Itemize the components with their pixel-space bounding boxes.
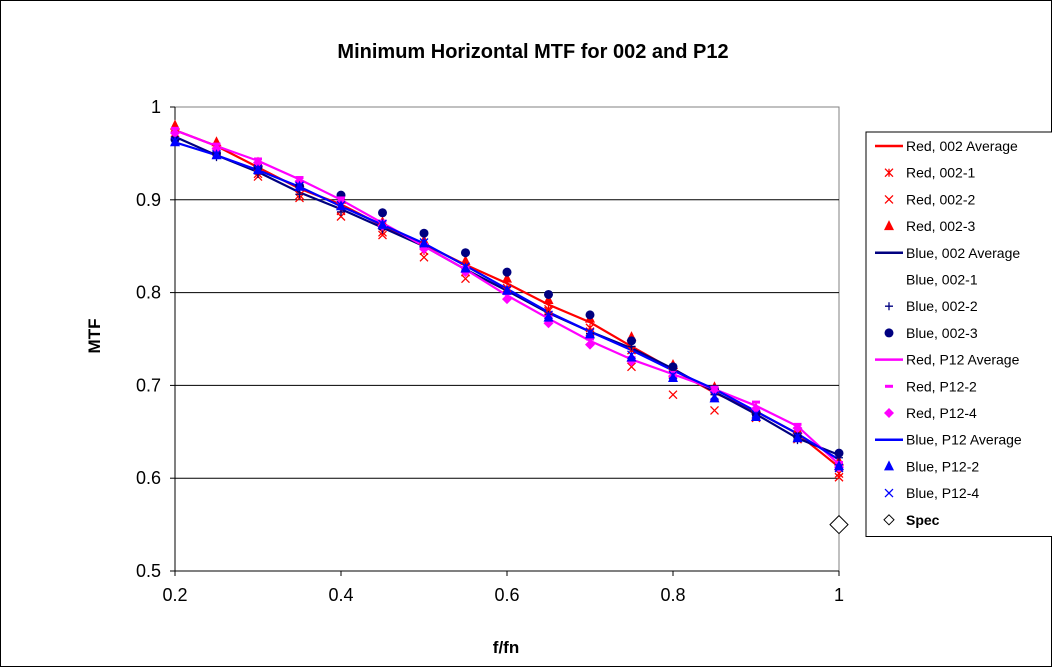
data-point [502, 267, 512, 277]
x-axis-title: f/fn [493, 638, 519, 657]
legend-entry: Blue, P12-4 [906, 485, 979, 501]
x-tick-label: 0.6 [494, 585, 519, 605]
data-point [792, 423, 803, 434]
data-point [668, 362, 678, 372]
legend-entry: Blue, 002-3 [906, 325, 978, 341]
y-axis-ticks: 0.5 0.6 0.7 0.8 0.9 1 [136, 97, 175, 581]
legend-entry: Blue, P12-2 [906, 458, 979, 474]
data-point [668, 390, 678, 400]
data-point [543, 294, 554, 305]
x-tick-label: 0.4 [328, 585, 353, 605]
legend-swatch [884, 488, 894, 498]
data-point [543, 311, 554, 322]
data-point [378, 219, 387, 229]
data-point [170, 136, 180, 146]
data-point [626, 351, 637, 362]
data-point [709, 392, 720, 403]
legend-entry: Red, P12-2 [906, 378, 977, 394]
data-point [419, 238, 429, 247]
data-point [834, 448, 844, 458]
data-point [710, 391, 719, 401]
data-point [834, 460, 844, 471]
data-point [751, 409, 761, 419]
data-point [419, 228, 429, 238]
data-point [829, 514, 849, 535]
data-point [668, 371, 678, 382]
plot-area [174, 106, 840, 572]
legend-swatch [884, 408, 894, 418]
legend-swatch [884, 220, 894, 231]
data-point [627, 362, 636, 372]
data-point [170, 127, 180, 138]
data-point [544, 289, 553, 299]
data-point [585, 310, 595, 320]
plot-frame [174, 106, 840, 572]
data-point [295, 181, 304, 191]
y-tick-label: 1 [151, 97, 161, 117]
x-axis-ticks: 0.2 0.4 0.6 0.8 1 [162, 571, 844, 605]
data-point [212, 149, 221, 159]
data-point [502, 285, 512, 295]
x-tick-label: 0.2 [162, 585, 187, 605]
data-point [461, 262, 470, 272]
x-tick-label: 1 [834, 585, 844, 605]
legend-entry: Blue, P12 Average [906, 432, 1022, 448]
data-point [627, 336, 636, 346]
y-axis-title: MTF [85, 319, 104, 354]
legend-swatch [884, 194, 894, 204]
data-point [627, 350, 636, 360]
data-point [295, 190, 304, 199]
legend-entry: Red, 002-2 [906, 191, 975, 207]
legend-entry: Spec [906, 512, 940, 528]
data-point [336, 200, 346, 210]
legend-swatch [885, 302, 893, 311]
data-point [585, 339, 595, 350]
data-point [834, 463, 844, 473]
data-point [461, 274, 470, 284]
legend: Red, 002 Average Red, 002-1 Red, 002-2 Red,… [865, 131, 1052, 537]
legend-box [865, 131, 1052, 537]
y-tick-label: 0.8 [136, 283, 161, 303]
data-point [378, 208, 387, 218]
y-tick-label: 0.6 [136, 468, 161, 488]
legend-entry: Red, 002 Average [906, 138, 1018, 154]
chart-title: Minimum Horizontal MTF for 002 and P12 [337, 41, 728, 63]
legend-swatch [884, 168, 894, 178]
data-point [461, 248, 470, 258]
data-point [668, 370, 678, 380]
data-point [710, 405, 719, 415]
y-tick-label: 0.7 [136, 375, 161, 395]
data-point [502, 272, 512, 283]
data-point [378, 230, 387, 240]
data-point [502, 294, 512, 305]
x-tick-label: 0.8 [660, 585, 685, 605]
legend-entry: Blue, 002 Average [906, 245, 1020, 261]
data-point [460, 255, 471, 266]
y-tick-label: 0.5 [136, 561, 161, 581]
series-markers [170, 119, 849, 535]
legend-entry: Red, 002-3 [906, 218, 975, 234]
data-point [793, 431, 802, 441]
legend-entry: Red, 002-1 [906, 165, 975, 181]
legend-swatch [884, 328, 894, 338]
data-point [419, 252, 429, 262]
legend-swatch [884, 460, 894, 471]
data-point [544, 310, 553, 320]
legend-entry: Blue, 002-2 [906, 298, 978, 314]
data-point [834, 472, 844, 482]
data-point [585, 328, 595, 337]
data-point [253, 157, 263, 168]
legend-swatch [883, 514, 895, 526]
legend-entry: Blue, 002-1 [906, 272, 978, 288]
data-point [751, 410, 761, 421]
data-point [253, 164, 263, 174]
y-tick-label: 0.9 [136, 190, 161, 210]
legend-entry: Red, P12-4 [906, 405, 977, 421]
legend-entry: Red, P12 Average [906, 352, 1020, 368]
data-point [336, 212, 346, 221]
